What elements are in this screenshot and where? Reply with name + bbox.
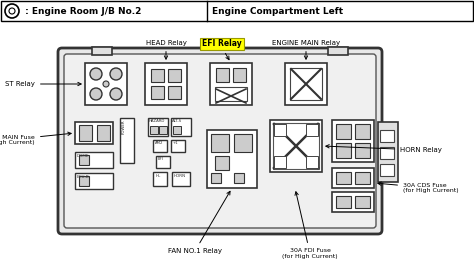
Bar [151, 86, 164, 99]
Bar [207, 130, 257, 188]
Text: 40A MAIN Fuse
(for High Current): 40A MAIN Fuse (for High Current) [0, 132, 71, 146]
Bar [97, 125, 110, 141]
Bar [328, 47, 348, 55]
Bar [216, 68, 229, 82]
Bar [285, 63, 327, 105]
Bar [380, 164, 394, 176]
Text: : Engine Room J/B No.2: : Engine Room J/B No.2 [22, 6, 141, 15]
Bar [145, 63, 187, 105]
Bar [355, 124, 370, 139]
Text: DOME: DOME [77, 154, 90, 158]
Text: HAZARD: HAZARD [149, 119, 165, 123]
Circle shape [103, 81, 109, 87]
Circle shape [9, 8, 15, 14]
Text: HEAD Relay: HEAD Relay [146, 40, 186, 59]
Bar [306, 124, 318, 136]
Bar [355, 143, 370, 158]
Bar [355, 196, 370, 208]
Bar [75, 152, 113, 168]
Text: FAN NO.1 Relay: FAN NO.1 Relay [168, 191, 230, 254]
Bar [306, 156, 318, 168]
Bar [215, 156, 229, 170]
Bar [75, 122, 113, 144]
Circle shape [110, 88, 122, 100]
Bar [332, 168, 374, 188]
Bar [332, 192, 374, 212]
Circle shape [90, 88, 102, 100]
Bar [79, 155, 89, 165]
Bar [273, 123, 319, 169]
Bar [270, 120, 322, 172]
Text: ST Relay: ST Relay [5, 81, 81, 87]
Bar [153, 140, 167, 152]
Bar [336, 196, 351, 208]
Bar [234, 134, 252, 152]
Bar [290, 68, 322, 100]
Text: EFI: EFI [158, 157, 164, 161]
Bar [120, 118, 134, 163]
Text: HORN: HORN [174, 174, 186, 178]
Bar [153, 172, 167, 186]
Bar [171, 118, 191, 136]
Bar [215, 87, 247, 101]
FancyBboxPatch shape [58, 48, 382, 234]
Bar [332, 120, 374, 162]
Bar [85, 63, 127, 105]
Bar [274, 124, 286, 136]
Bar [336, 172, 351, 184]
Bar [79, 176, 89, 186]
Bar [168, 69, 181, 82]
Bar [148, 118, 168, 136]
Bar [75, 173, 113, 189]
Bar [355, 172, 370, 184]
Bar [159, 126, 167, 134]
Text: POWER: POWER [122, 120, 126, 134]
Text: HL: HL [156, 174, 161, 178]
Circle shape [5, 4, 19, 18]
Text: Engine Compartment Left: Engine Compartment Left [212, 6, 343, 15]
Text: ENGINE MAIN Relay: ENGINE MAIN Relay [272, 40, 340, 59]
Circle shape [90, 68, 102, 80]
Circle shape [110, 68, 122, 80]
Text: AM2: AM2 [155, 141, 164, 145]
Bar [378, 122, 398, 182]
Bar [233, 68, 246, 82]
Bar [211, 173, 221, 183]
Bar [1, 1, 473, 21]
Text: ALT-S: ALT-S [172, 119, 182, 123]
Bar [171, 140, 185, 152]
Text: 30A FDI Fuse
(for High Current): 30A FDI Fuse (for High Current) [282, 192, 338, 259]
Text: +1: +1 [173, 141, 179, 145]
FancyBboxPatch shape [64, 54, 376, 228]
Bar [79, 125, 92, 141]
Text: EFI Relay: EFI Relay [202, 39, 242, 49]
Text: ECU-B: ECU-B [77, 175, 90, 179]
Bar [234, 173, 244, 183]
Bar [380, 147, 394, 159]
Bar [168, 86, 181, 99]
Bar [150, 126, 158, 134]
Bar [336, 124, 351, 139]
Bar [156, 156, 170, 168]
Bar [173, 126, 181, 134]
Bar [336, 143, 351, 158]
Text: 30A CDS Fuse
(for High Current): 30A CDS Fuse (for High Current) [378, 182, 459, 193]
Bar [380, 130, 394, 142]
Bar [210, 63, 252, 105]
Bar [151, 69, 164, 82]
Bar [211, 134, 229, 152]
Text: HORN Relay: HORN Relay [326, 145, 442, 153]
Bar [92, 47, 112, 55]
Bar [274, 156, 286, 168]
Bar [172, 172, 190, 186]
